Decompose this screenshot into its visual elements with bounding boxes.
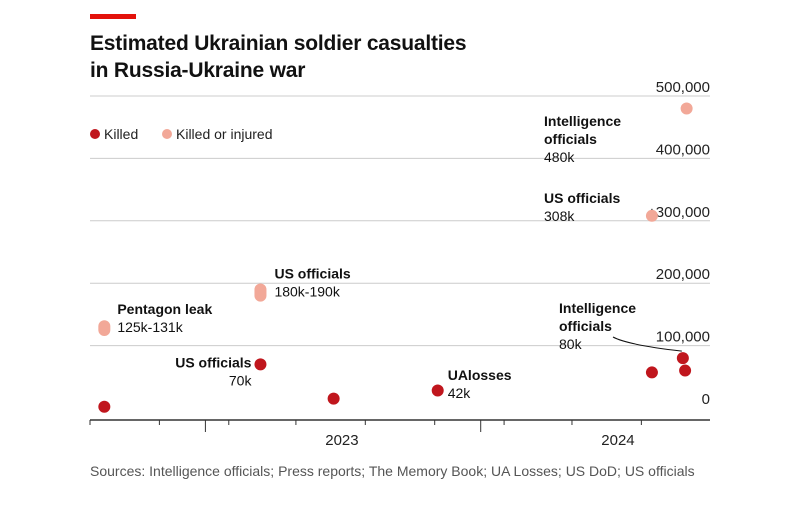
annotation-2-title: US officials — [175, 354, 251, 370]
point-killed-3 — [431, 384, 444, 397]
y-tick-label-3: 300,000 — [656, 204, 710, 221]
source-note: Sources: Intelligence officials; Press r… — [90, 463, 695, 479]
annotation-0-title: Pentagon leak — [117, 301, 212, 317]
annotation-5-title-1: officials — [544, 131, 597, 147]
accent-bar — [90, 14, 136, 19]
annotation-3-title: UAlosses — [448, 367, 512, 383]
point-killed-or-injured-3 — [680, 102, 693, 115]
annotation-0-value: 125k-131k — [117, 319, 183, 335]
legend: Killed Killed or injured — [90, 126, 273, 142]
point-killed-1 — [254, 358, 267, 371]
point-killed-6 — [679, 364, 692, 377]
point-killed-or-injured-0 — [98, 320, 111, 336]
annotation-3-value: 42k — [448, 385, 472, 401]
chart-title-line-2: in Russia-Ukraine war — [90, 59, 306, 82]
x-tick-label-1: 2024 — [601, 432, 634, 449]
annotations: Pentagon leak 125k-131k US officials 180k-1… — [117, 113, 682, 401]
annotation-5-title-0: Intelligence — [544, 113, 621, 129]
data-points — [98, 102, 693, 413]
point-killed-5 — [676, 352, 689, 365]
point-killed-4 — [645, 366, 658, 379]
annotation-6-title-0: Intelligence — [559, 300, 636, 316]
annotation-2-value: 70k — [229, 372, 253, 388]
point-killed-0 — [98, 400, 111, 413]
x-axis: 2023 2024 — [89, 419, 710, 449]
annotation-4-title: US officials — [544, 190, 620, 206]
legend-label-killed-or-injured: Killed or injured — [176, 126, 273, 142]
y-tick-label-4: 400,000 — [656, 141, 710, 158]
leader-line-intelligence-80k — [612, 336, 682, 352]
x-tick-label-0: 2023 — [325, 432, 358, 449]
chart-title-line-1: Estimated Ukrainian soldier casualties — [90, 32, 467, 55]
annotation-4-value: 308k — [544, 208, 575, 224]
point-killed-or-injured-2 — [645, 209, 658, 222]
grid-lines: 0 100,000 200,000 300,000 400,000 500,000 — [90, 79, 710, 408]
y-tick-label-1: 100,000 — [656, 329, 710, 346]
point-killed-2 — [327, 392, 340, 405]
annotation-5-value: 480k — [544, 149, 575, 165]
legend-label-killed: Killed — [104, 126, 138, 142]
annotation-1-title: US officials — [274, 266, 350, 282]
annotation-1-value: 180k-190k — [274, 284, 340, 300]
point-killed-or-injured-1 — [254, 283, 267, 302]
y-tick-label-2: 200,000 — [656, 266, 710, 283]
chart-title: Estimated Ukrainian soldier casualties i… — [90, 30, 650, 84]
annotation-6-title-1: officials — [559, 318, 612, 334]
y-tick-label-5: 500,000 — [656, 79, 710, 96]
y-tick-label-0: 0 — [702, 391, 710, 408]
legend-marker-killed — [90, 129, 100, 139]
legend-marker-killed-or-injured — [162, 129, 172, 139]
annotation-6-value: 80k — [559, 336, 583, 352]
